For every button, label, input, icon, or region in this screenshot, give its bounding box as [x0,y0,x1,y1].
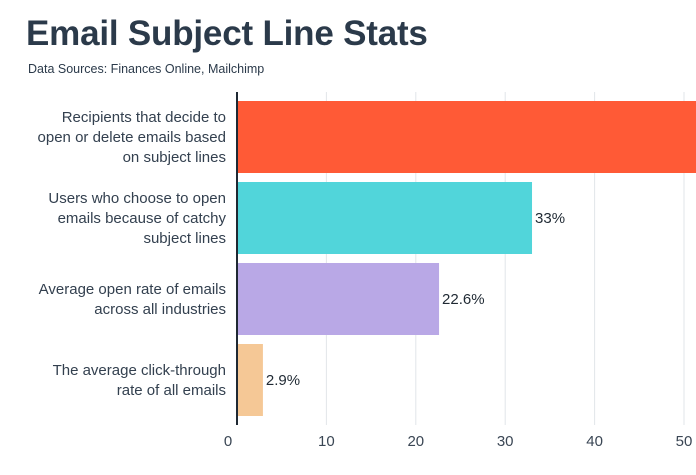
value-label: 22.6% [442,291,485,308]
x-tick-label: 50 [676,433,693,450]
bar [237,344,263,416]
category-label: The average click-through [53,362,226,379]
x-tick-label: 20 [407,433,424,450]
category-label: Users who choose to open [48,190,226,207]
x-tick-label: 10 [318,433,335,450]
x-tick-label: 30 [497,433,514,450]
chart-subtitle: Data Sources: Finances Online, Mailchimp [28,62,265,76]
category-label: emails because of catchy [58,210,227,227]
category-label: rate of all emails [117,382,226,399]
value-label: 33% [535,210,565,227]
category-label: open or delete emails based [38,129,226,146]
bar [237,263,440,335]
x-tick-label: 40 [586,433,603,450]
value-label: 2.9% [266,372,300,389]
category-label: across all industries [94,301,226,318]
category-label: Recipients that decide to [62,109,226,126]
category-label: on subject lines [123,149,226,166]
bar [237,101,696,173]
category-label: Average open rate of emails [39,281,226,298]
x-tick-label: 0 [224,433,232,450]
bar [237,182,533,254]
chart-title: Email Subject Line Stats [26,14,428,53]
category-label: subject lines [143,230,226,247]
